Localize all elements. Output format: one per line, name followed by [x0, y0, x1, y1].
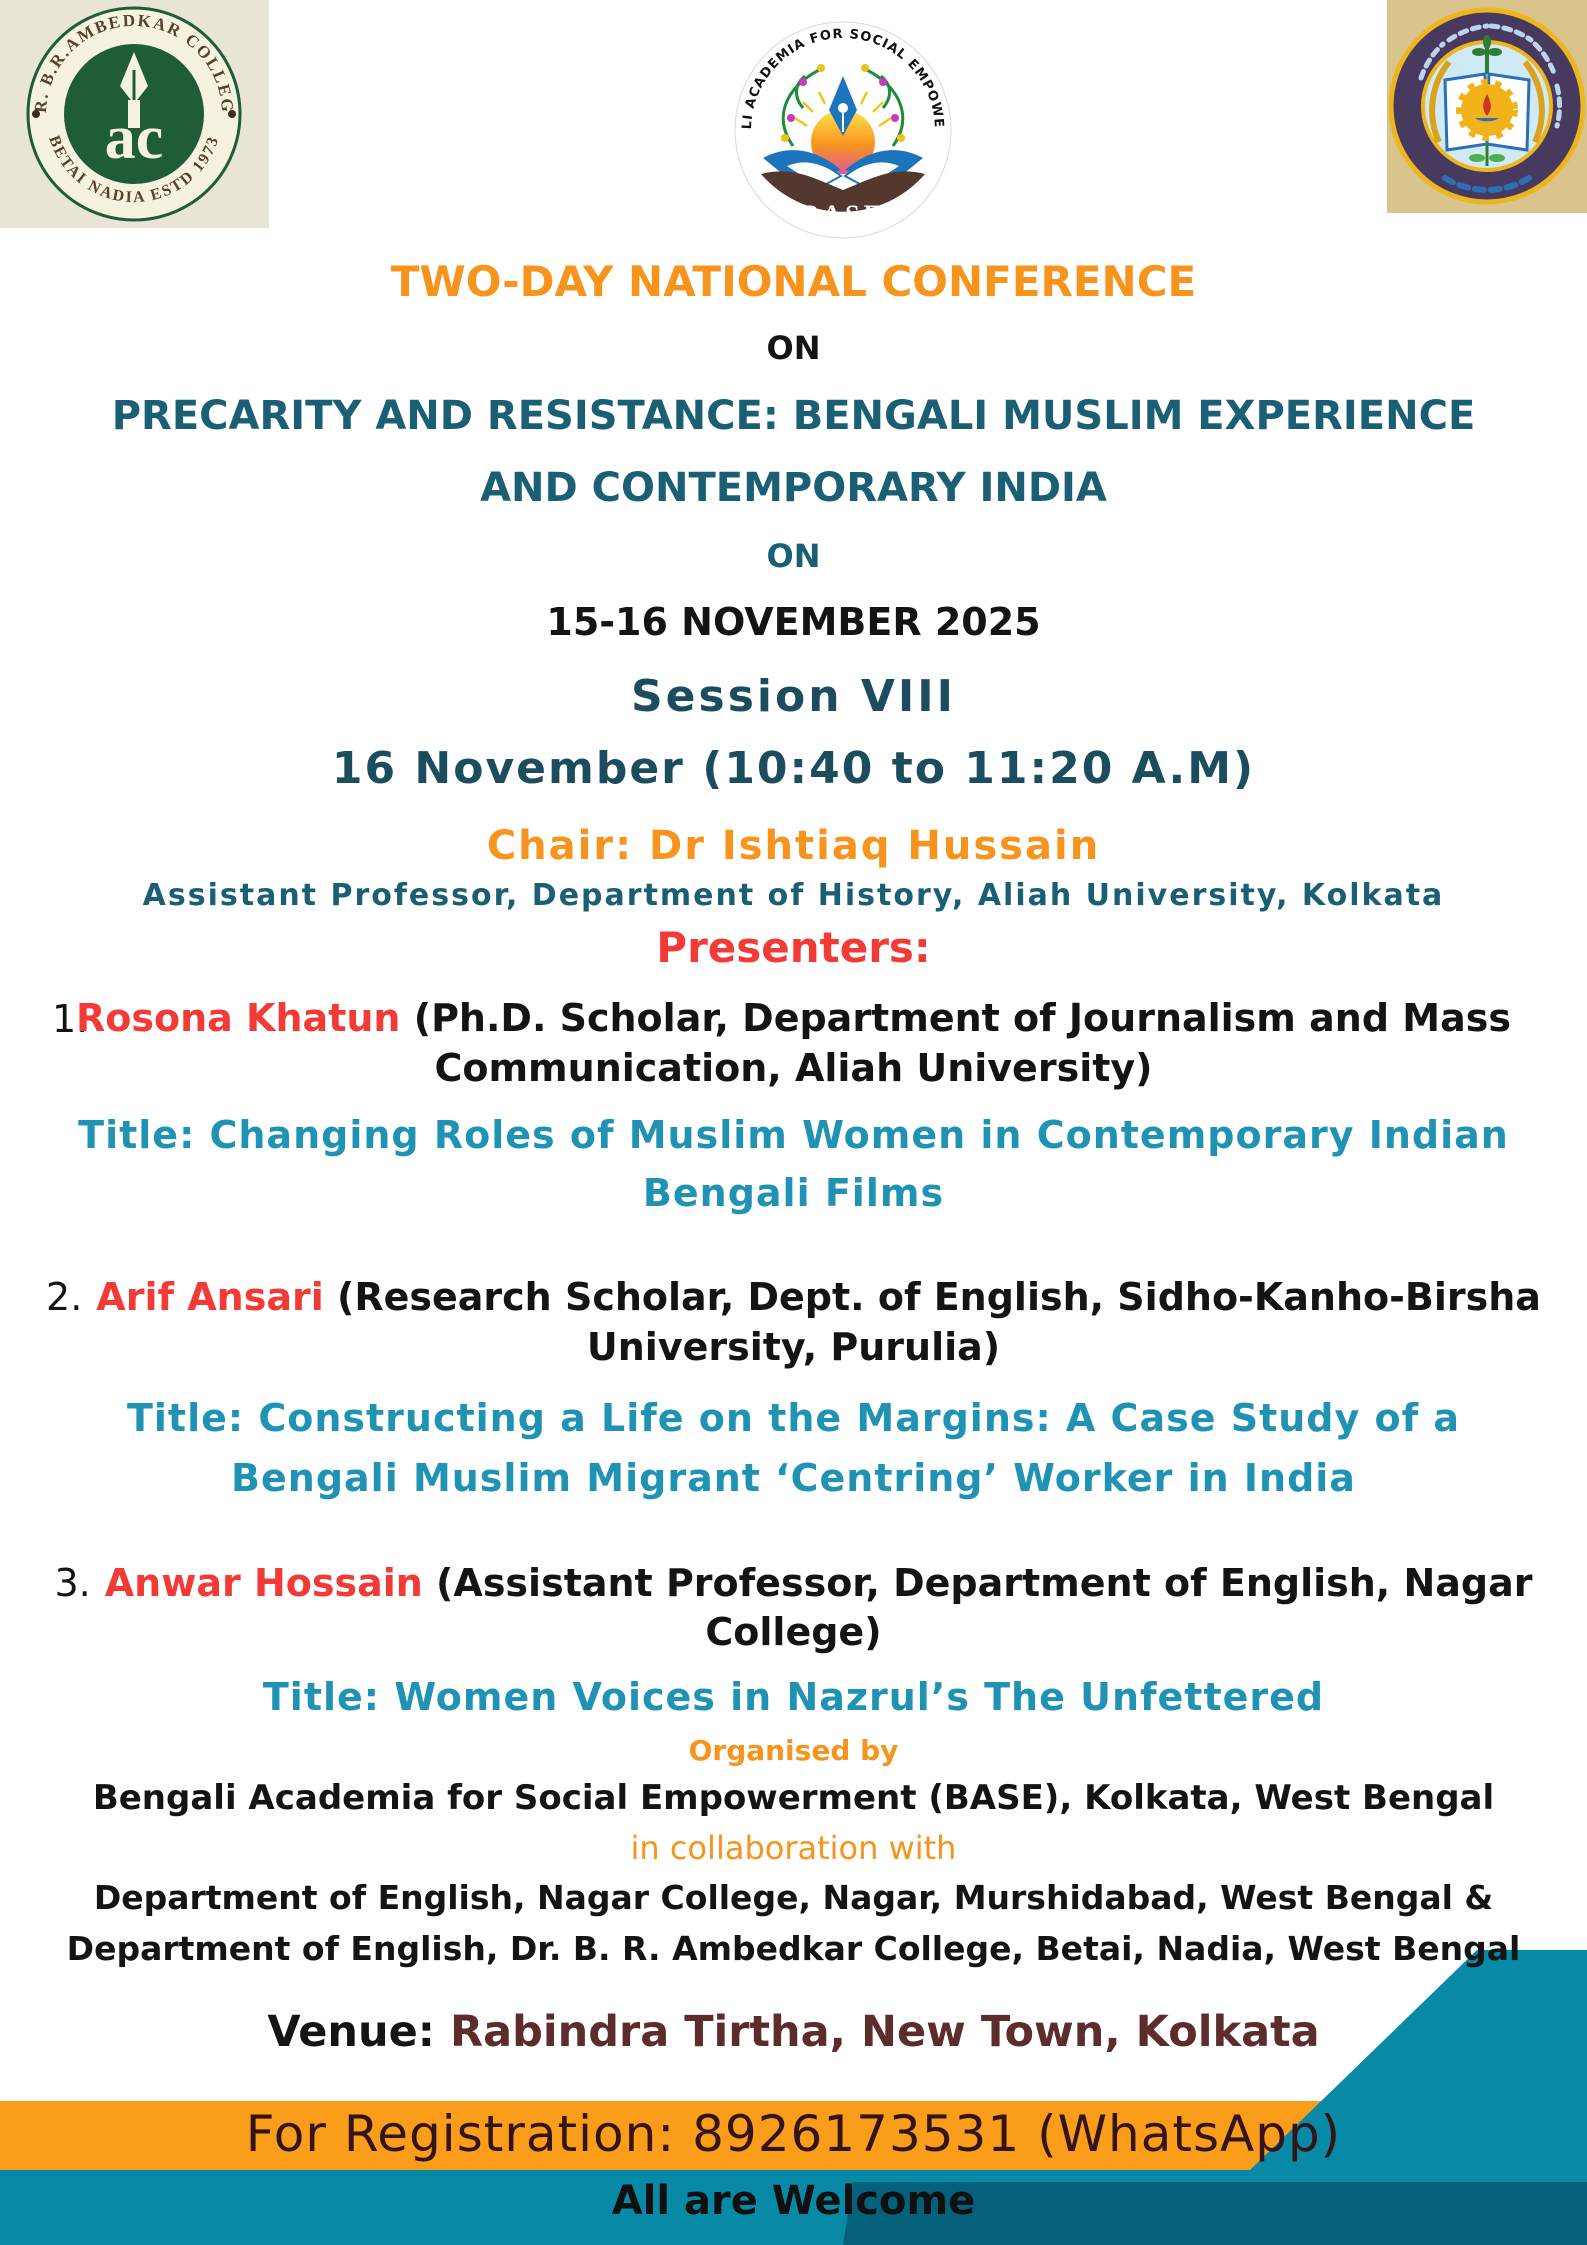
presenter-3-title-line-1: Title: Women Voices in Nazrul’s The Unfe…: [262, 1675, 1325, 1719]
session-time: 16 November (10:40 to 11:20 A.M): [331, 743, 1256, 794]
presenter-1-line-1: Rosona Khatun (Ph.D. Scholar, Department…: [0, 996, 1587, 1041]
presenter-2-name: Arif Ansari: [96, 1275, 324, 1319]
gear-flame-icon: [1456, 79, 1518, 141]
collaborator-line-1: Department of English, Nagar College, Na…: [93, 1878, 1494, 1917]
presenter-1-number: 1.: [52, 997, 89, 1041]
nagar-college-logo: [1387, 0, 1587, 213]
presenter-3-number: 3.: [54, 1561, 91, 1605]
bengali-arc-text: [1418, 23, 1563, 129]
presenter-1-name: Rosona Khatun: [76, 996, 401, 1040]
base-logo: BENGALI ACADEMIA FOR SOCIAL EMPOWERMENT: [726, 7, 953, 242]
conference-dates: 15-16 NOVEMBER 2025: [546, 600, 1041, 644]
presenter-2-title-line-2: Bengali Muslim Migrant ‘Centring’ Worker…: [231, 1456, 1356, 1500]
presenter-3-info-1: (Assistant Professor, Department of Engl…: [422, 1561, 1533, 1605]
base-pen-nib-icon: [829, 76, 857, 136]
on-separator-1: ON: [766, 329, 821, 367]
organised-by-label: Organised by: [688, 1734, 899, 1767]
welcome-text: All are Welcome: [611, 2178, 976, 2224]
presenter-2-info-1: (Research Scholar, Dept. of English, Sid…: [323, 1275, 1541, 1319]
ambedkar-college-logo: DR. B.R.AMBEDKAR COLLEGE BETAI NADIA EST…: [0, 0, 269, 228]
venue-line: Venue: Rabindra Tirtha, New Town, Kolkat…: [0, 2007, 1587, 2057]
presenter-2-line-1: 2. Arif Ansari (Research Scholar, Dept. o…: [0, 1275, 1587, 1320]
ambedkar-monogram: ac: [105, 104, 164, 172]
presenter-2-line-2: University, Purulia): [586, 1325, 1001, 1369]
registration-text: For Registration: 8926173531 (WhatsApp): [245, 2105, 1342, 2163]
presenters-heading: Presenters:: [656, 923, 931, 972]
organiser-primary: Bengali Academia for Social Empowerment …: [92, 1778, 1495, 1818]
bottom-leaves: [1469, 144, 1505, 166]
presenter-3-name: Anwar Hossain: [104, 1561, 423, 1605]
conference-title: TWO-DAY NATIONAL CONFERENCE: [390, 257, 1197, 306]
base-label: BASE: [801, 200, 885, 229]
sun-rays: [794, 91, 892, 128]
presenter-3-line-1: 3. Anwar Hossain (Assistant Professor, De…: [0, 1561, 1587, 1606]
session-title: Session VIII: [630, 671, 957, 722]
wheat-stalks: [1429, 60, 1545, 144]
venue-value: Rabindra Tirtha, New Town, Kolkata: [435, 2007, 1320, 2057]
presenter-2-title-line-1: Title: Constructing a Life on the Margin…: [126, 1396, 1461, 1440]
collaborator-line-2: Department of English, Dr. B. R. Ambedka…: [66, 1929, 1521, 1968]
base-bottom-shape: [761, 171, 925, 212]
session-chair: Chair: Dr Ishtiaq Hussain: [486, 823, 1101, 869]
theme-line-1: PRECARITY AND RESISTANCE: BENGALI MUSLIM…: [111, 393, 1476, 439]
theme-line-2: AND CONTEMPORARY INDIA: [480, 465, 1107, 511]
chair-affiliation: Assistant Professor, Department of Histo…: [142, 878, 1445, 913]
bengali-bottom-text: [1442, 175, 1532, 193]
presenter-3-line-2: College): [705, 1610, 882, 1654]
presenter-1-title-line-1: Title: Changing Roles of Muslim Women in…: [78, 1113, 1509, 1157]
open-book-icon: [763, 150, 923, 190]
sun-icon: [811, 110, 875, 174]
presenter-1-info-1: (Ph.D. Scholar, Department of Journalism…: [400, 996, 1511, 1040]
presenter-1-line-2: Communication, Aliah University): [434, 1046, 1153, 1090]
presenter-1-title-line-2: Bengali Films: [642, 1171, 945, 1215]
sprig-icon: [1472, 35, 1502, 74]
vine-flowers: [787, 78, 899, 122]
on-separator-2: ON: [766, 537, 821, 575]
collaboration-label: in collaboration with: [630, 1829, 957, 1867]
venue-label: Venue:: [267, 2007, 436, 2057]
pen-nib-icon: [120, 52, 148, 128]
presenter-2-number: 2.: [46, 1275, 83, 1319]
